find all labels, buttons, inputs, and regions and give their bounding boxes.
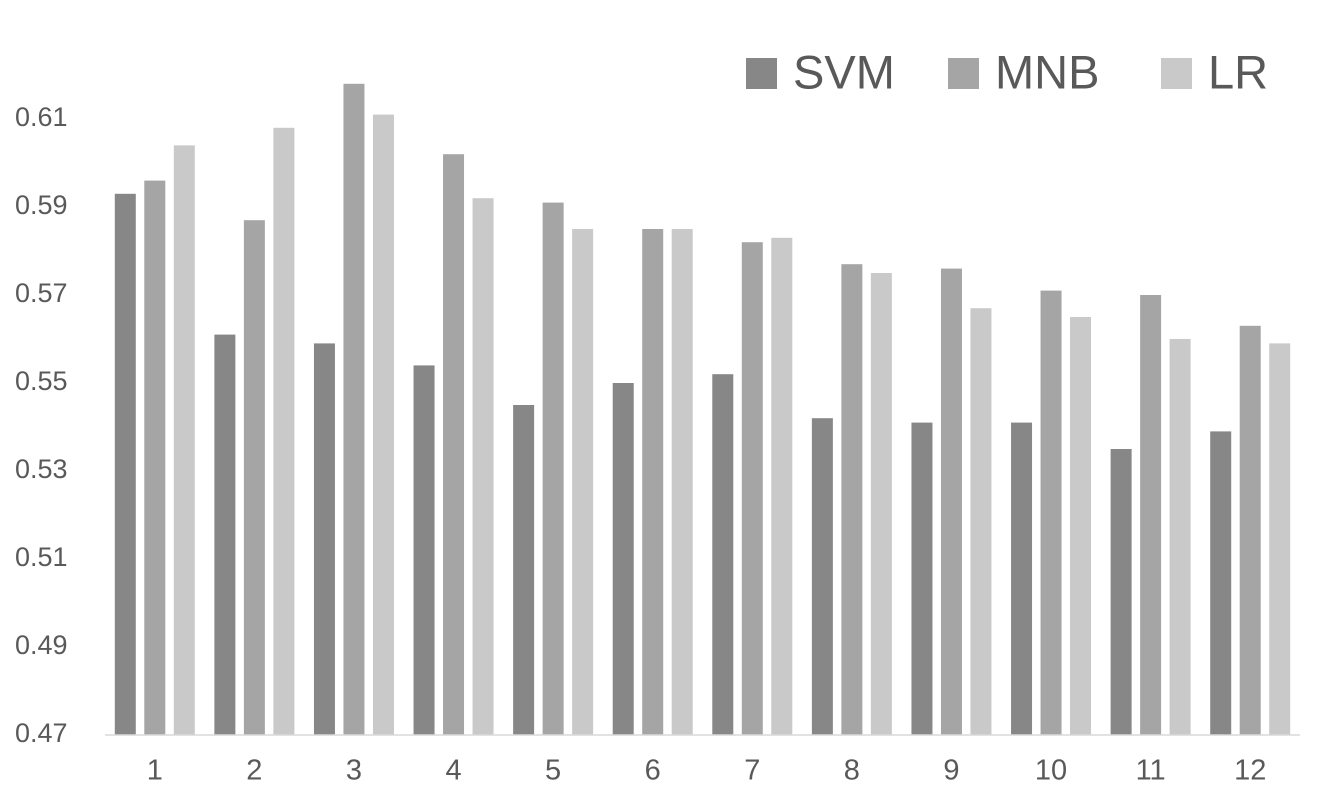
x-tick-label: 6 xyxy=(645,755,661,787)
x-tick-label: 12 xyxy=(1234,755,1266,787)
bar xyxy=(114,193,136,736)
bar xyxy=(313,343,335,735)
legend-label: MNB xyxy=(995,45,1099,98)
y-tick-label: 0.49 xyxy=(15,630,68,660)
x-tick-label: 7 xyxy=(744,755,760,787)
x-tick-label: 9 xyxy=(943,755,959,787)
x-tick-label: 4 xyxy=(445,755,461,787)
bar xyxy=(472,198,494,735)
bar xyxy=(513,405,535,735)
bar xyxy=(572,229,594,735)
bar xyxy=(1140,295,1162,735)
bar xyxy=(1210,431,1232,735)
bar xyxy=(671,229,693,735)
bar xyxy=(542,202,564,736)
x-tick-label: 10 xyxy=(1035,755,1067,787)
bar xyxy=(1011,422,1033,735)
legend-swatch xyxy=(746,58,777,89)
legend-swatch xyxy=(1161,58,1192,89)
bar xyxy=(970,308,992,735)
bar xyxy=(1070,317,1092,735)
bar xyxy=(940,268,962,735)
bar xyxy=(612,383,634,735)
bar xyxy=(1110,449,1132,735)
bar xyxy=(273,127,295,736)
x-tick-label: 1 xyxy=(147,755,163,787)
bar xyxy=(642,229,664,735)
legend-label: SVM xyxy=(793,45,895,98)
x-tick-label: 2 xyxy=(246,755,262,787)
bar xyxy=(712,374,734,735)
bar xyxy=(343,83,365,736)
y-tick-label: 0.51 xyxy=(15,542,68,572)
bar xyxy=(1269,343,1291,735)
bar xyxy=(443,154,465,735)
bar xyxy=(1169,339,1191,735)
y-tick-label: 0.59 xyxy=(15,190,68,220)
bar xyxy=(741,242,763,735)
bar xyxy=(870,273,892,735)
x-tick-label: 8 xyxy=(844,755,860,787)
bar xyxy=(413,365,435,735)
x-tick-label: 3 xyxy=(346,755,362,787)
legend-swatch xyxy=(948,58,979,89)
bar xyxy=(243,220,265,735)
bar xyxy=(771,237,793,736)
bar xyxy=(173,145,195,735)
bar xyxy=(372,114,394,736)
y-tick-label: 0.53 xyxy=(15,454,68,484)
bar xyxy=(1040,290,1062,735)
y-tick-label: 0.61 xyxy=(15,102,68,132)
y-tick-label: 0.55 xyxy=(15,366,68,396)
y-tick-label: 0.47 xyxy=(15,718,68,748)
x-tick-label: 5 xyxy=(545,755,561,787)
bar xyxy=(841,264,863,735)
y-tick-label: 0.57 xyxy=(15,278,68,308)
bar xyxy=(911,422,933,735)
bar xyxy=(1239,325,1261,735)
x-tick-label: 11 xyxy=(1136,755,1166,787)
bar xyxy=(811,418,833,735)
legend-label: LR xyxy=(1208,45,1268,98)
bar xyxy=(144,180,166,736)
bar xyxy=(214,334,236,735)
